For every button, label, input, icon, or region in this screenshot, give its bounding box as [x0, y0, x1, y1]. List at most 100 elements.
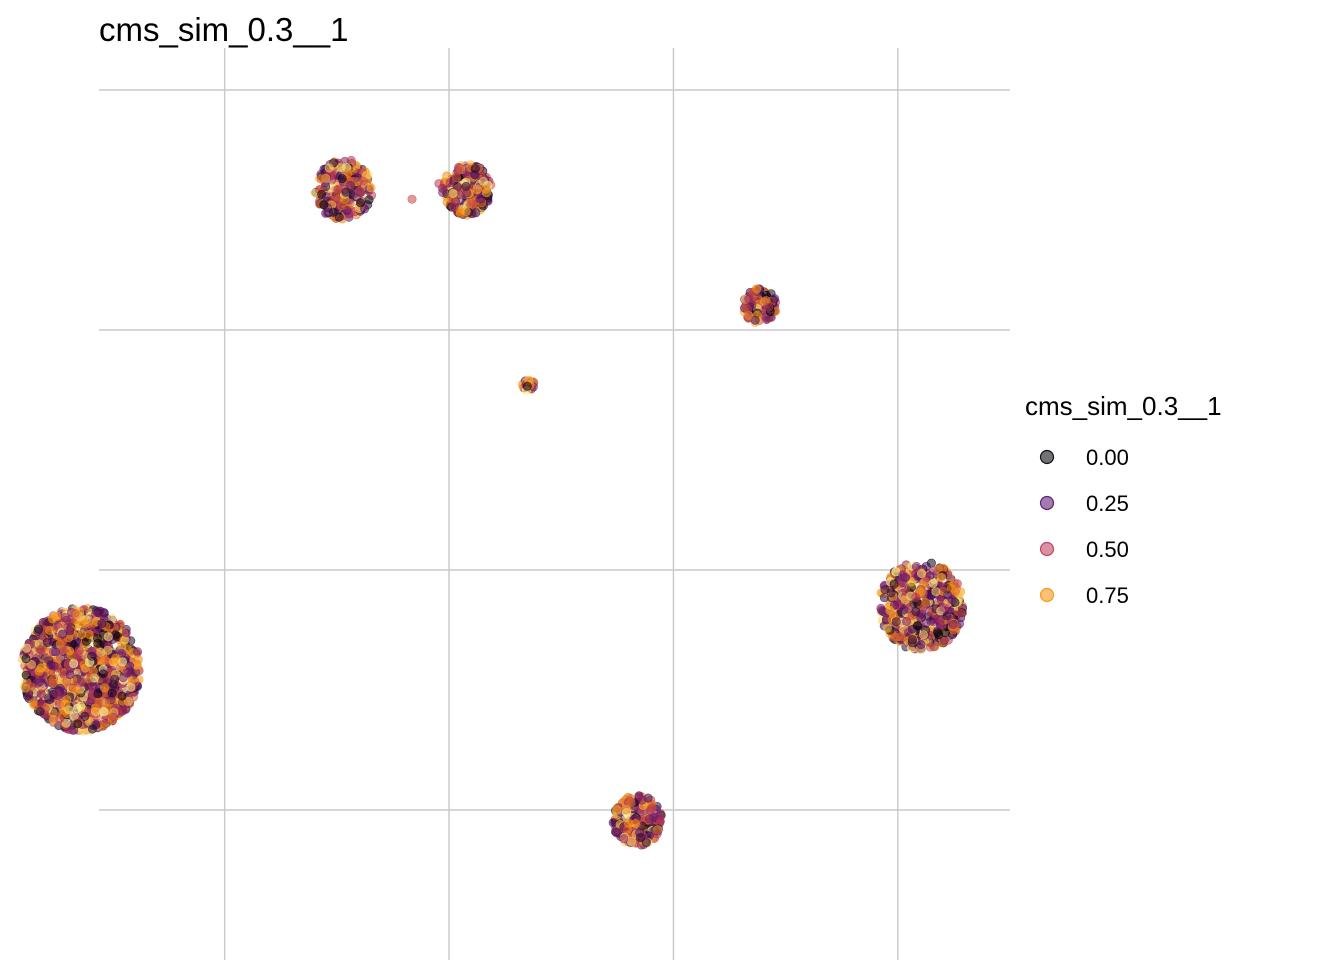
data-point: [47, 679, 55, 687]
color-legend: cms_sim_0.3__1 0.00 0.25 0.50 0.75: [1025, 391, 1222, 608]
data-point: [317, 175, 325, 183]
data-point: [325, 164, 333, 172]
data-point: [367, 184, 375, 192]
chart-title: cms_sim_0.3__1: [99, 11, 348, 48]
data-point: [71, 609, 79, 617]
data-point: [122, 629, 130, 637]
data-point: [612, 829, 620, 837]
data-point: [76, 679, 84, 687]
data-point: [927, 559, 935, 567]
data-point: [337, 202, 345, 210]
data-point: [919, 580, 927, 588]
cluster-2: [438, 161, 495, 220]
data-point: [127, 683, 135, 691]
data-point: [771, 295, 779, 303]
data-point: [118, 658, 126, 666]
cluster-3: [740, 285, 780, 327]
data-point: [892, 618, 900, 626]
data-point: [99, 670, 107, 678]
cluster-5: [18, 604, 143, 735]
data-point: [27, 683, 35, 691]
data-point: [96, 656, 104, 664]
data-point: [473, 185, 481, 193]
data-point: [66, 670, 74, 678]
data-point: [65, 647, 73, 655]
data-point: [745, 295, 753, 303]
data-point: [118, 692, 126, 700]
data-point: [74, 650, 82, 658]
data-point: [356, 199, 364, 207]
legend-entry: 0.00: [1041, 445, 1129, 470]
data-point: [61, 613, 69, 621]
data-point: [45, 626, 53, 634]
data-point: [88, 652, 96, 660]
outlier-point: [408, 195, 416, 203]
data-point: [51, 648, 59, 656]
data-point: [449, 203, 457, 211]
data-point: [937, 573, 945, 581]
data-point: [119, 674, 127, 682]
data-point: [320, 201, 328, 209]
data-point: [912, 562, 920, 570]
data-point: [22, 644, 30, 652]
data-point: [463, 189, 471, 197]
data-point: [104, 646, 112, 654]
legend-swatch: [1041, 589, 1054, 602]
outlier-point: [446, 178, 454, 186]
data-point: [890, 580, 898, 588]
data-point: [934, 629, 942, 637]
data-point: [477, 195, 485, 203]
data-point: [877, 604, 885, 612]
data-point: [627, 798, 635, 806]
data-point: [108, 689, 116, 697]
data-point: [912, 593, 920, 601]
data-point: [53, 612, 61, 620]
data-point: [653, 830, 661, 838]
data-point: [365, 196, 373, 204]
data-point: [744, 314, 752, 322]
data-point: [949, 620, 957, 628]
legend-swatch: [1041, 543, 1054, 556]
data-point: [88, 725, 96, 733]
data-point: [939, 583, 947, 591]
data-point: [338, 174, 346, 182]
data-point: [636, 834, 644, 842]
data-point: [919, 631, 927, 639]
cluster-1: [311, 156, 376, 223]
data-point: [917, 569, 925, 577]
data-point: [917, 640, 925, 648]
data-point: [935, 614, 943, 622]
data-point: [932, 588, 940, 596]
legend-label: 0.75: [1086, 583, 1129, 608]
data-point: [944, 591, 952, 599]
data-point: [471, 165, 479, 173]
legend-swatch: [1041, 497, 1054, 510]
data-point: [454, 167, 462, 175]
data-point: [45, 694, 53, 702]
legend-swatch: [1041, 451, 1054, 464]
data-point: [43, 638, 51, 646]
data-point: [121, 705, 129, 713]
data-point: [24, 692, 32, 700]
data-point: [101, 699, 109, 707]
data-point: [133, 660, 141, 668]
data-point: [912, 607, 920, 615]
data-point: [613, 804, 621, 812]
data-point: [104, 633, 112, 641]
cluster-6: [877, 559, 967, 654]
data-point: [342, 188, 350, 196]
data-point: [887, 589, 895, 597]
data-point: [462, 207, 470, 215]
data-point: [359, 177, 367, 185]
data-point: [753, 285, 761, 293]
data-point: [620, 835, 628, 843]
data-point: [337, 164, 345, 172]
data-point: [940, 603, 948, 611]
data-point: [900, 606, 908, 614]
data-point: [98, 619, 106, 627]
data-point: [100, 684, 108, 692]
data-point: [325, 209, 333, 217]
data-point: [638, 796, 646, 804]
data-point: [81, 619, 89, 627]
